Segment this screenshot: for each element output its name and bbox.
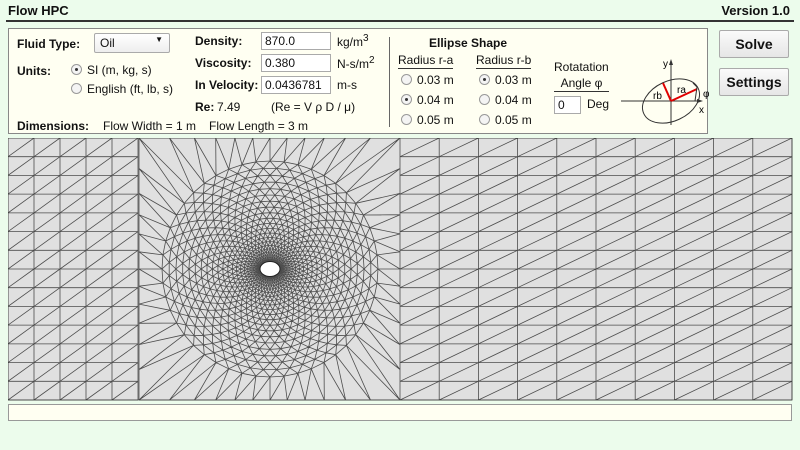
density-unit: kg/m3 <box>337 33 369 49</box>
ellipse-shape-title: Ellipse Shape <box>429 36 508 50</box>
rotation-unit: Deg <box>587 97 610 111</box>
x-text: x <box>699 105 704 116</box>
units-si-radio[interactable]: SI (m, kg, s) <box>71 63 152 77</box>
y-arrow-icon <box>669 59 673 65</box>
radio-icon <box>71 83 82 94</box>
units-si-label: SI (m, kg, s) <box>87 63 152 77</box>
mesh-edges <box>8 138 793 401</box>
rb-option-005[interactable]: 0.05 m <box>479 113 532 127</box>
dropdown-arrow-icon: ▼ <box>155 35 163 44</box>
viscosity-label: Viscosity: <box>195 56 252 70</box>
rb-option-003[interactable]: 0.03 m <box>479 73 532 87</box>
radio-icon <box>479 114 490 125</box>
flow-width: Flow Width = 1 m <box>103 119 197 133</box>
rotation-label: Rotatation <box>554 60 609 74</box>
density-input[interactable]: 870.0 <box>261 32 331 50</box>
mesh-canvas[interactable] <box>8 138 793 401</box>
radio-selected-icon <box>479 74 490 85</box>
version-label: Version 1.0 <box>721 3 790 18</box>
radius-ra-label: Radius r-a <box>398 53 454 69</box>
radio-icon <box>401 74 412 85</box>
radius-rb-label: Radius r-b <box>476 53 532 69</box>
rb-text: rb <box>653 91 662 102</box>
fluid-type-value: Oil <box>100 36 115 50</box>
fluid-type-label: Fluid Type: <box>17 37 81 51</box>
mesh-lines <box>8 138 793 401</box>
radio-icon <box>479 94 490 105</box>
solve-button[interactable]: Solve <box>719 30 789 58</box>
dimensions-label: Dimensions: <box>17 119 90 133</box>
y-text: y <box>663 59 668 70</box>
ra-option-005[interactable]: 0.05 m <box>401 113 454 127</box>
angle-marker <box>692 82 698 102</box>
settings-button[interactable]: Settings <box>719 68 789 96</box>
angle-label: Angle φ <box>554 76 609 92</box>
viscosity-input[interactable]: 0.380 <box>261 54 331 72</box>
ra-option-004[interactable]: 0.04 m <box>401 93 454 107</box>
ellipse-shape <box>642 78 700 124</box>
re-formula: (Re = V ρ D / μ) <box>271 100 356 114</box>
phi-text: φ <box>703 89 709 100</box>
rotation-angle-input[interactable]: 0 <box>554 96 581 114</box>
fluid-type-select[interactable]: Oil ▼ <box>94 33 170 53</box>
status-bar <box>8 404 792 421</box>
units-english-radio[interactable]: English (ft, lb, s) <box>71 82 173 96</box>
rb-line <box>662 82 672 102</box>
units-label: Units: <box>17 64 51 78</box>
flow-length: Flow Length = 3 m <box>209 119 309 133</box>
app-title: Flow HPC <box>8 3 69 18</box>
ra-text: ra <box>677 85 686 96</box>
velocity-label: In Velocity: <box>195 78 259 92</box>
title-divider <box>6 20 794 22</box>
viscosity-unit: N-s/m2 <box>337 55 375 71</box>
re-label: Re: <box>195 100 215 114</box>
radio-selected-icon <box>401 94 412 105</box>
velocity-input[interactable]: 0.0436781 <box>261 76 331 94</box>
velocity-unit: m-s <box>337 78 357 92</box>
ra-option-003[interactable]: 0.03 m <box>401 73 454 87</box>
input-panel: Fluid Type: Oil ▼ Units: SI (m, kg, s) En… <box>8 28 709 134</box>
density-label: Density: <box>195 34 243 48</box>
ellipse-obstacle <box>259 261 281 277</box>
panel-divider <box>389 37 390 127</box>
rb-option-004[interactable]: 0.04 m <box>479 93 532 107</box>
ra-line <box>670 88 698 102</box>
radio-selected-icon <box>71 64 82 75</box>
ellipse-diagram: ra rb y x φ <box>621 59 709 125</box>
units-english-label: English (ft, lb, s) <box>87 82 174 96</box>
radio-icon <box>401 114 412 125</box>
re-value: 7.49 <box>217 100 241 114</box>
